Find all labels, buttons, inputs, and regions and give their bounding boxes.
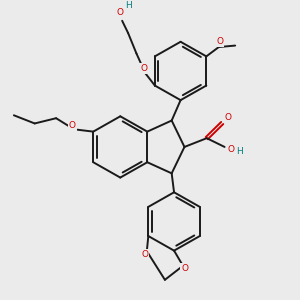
Text: O: O <box>142 250 148 259</box>
Text: H: H <box>236 147 243 156</box>
Text: O: O <box>227 145 234 154</box>
Text: O: O <box>217 37 224 46</box>
Text: O: O <box>181 264 188 273</box>
Text: H: H <box>125 1 132 10</box>
Text: O: O <box>116 8 123 17</box>
Text: O: O <box>225 113 232 122</box>
Text: O: O <box>140 64 147 73</box>
Text: O: O <box>69 121 76 130</box>
